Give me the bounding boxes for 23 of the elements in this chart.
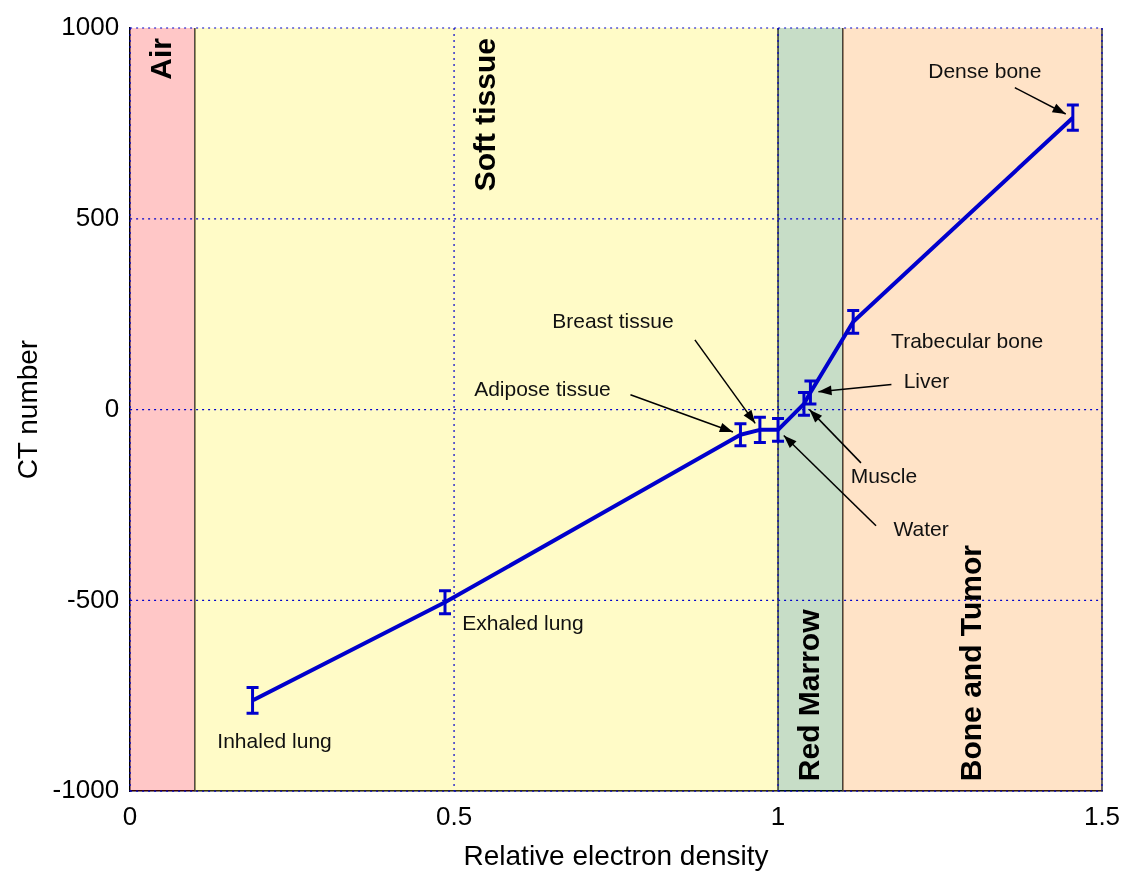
annotation: Breast tissue [552, 308, 674, 332]
annotation: Exhaled lung [462, 611, 584, 635]
y-tick-label: -1000 [52, 774, 120, 805]
y-tick-label: -500 [67, 583, 120, 614]
y-tick-label: 0 [104, 392, 120, 423]
annotation: Adipose tissue [474, 376, 611, 400]
annotation: Muscle [850, 463, 918, 487]
x-tick-label: 1.5 [1083, 800, 1121, 831]
annotation: Dense bone [928, 59, 1042, 83]
y-tick-label: 500 [75, 201, 120, 232]
y-axis-title: CT number [11, 339, 43, 480]
annotation: Liver [903, 369, 950, 393]
band-label: Soft tissue [467, 38, 501, 192]
band-label: Red Marrow [791, 608, 825, 782]
annotation: Trabecular bone [891, 328, 1044, 352]
y-tick-label: 1000 [61, 11, 120, 42]
band-label: Air [143, 37, 177, 80]
band-label: Bone and Tumor [953, 544, 987, 782]
x-axis-title: Relative electron density [463, 839, 769, 871]
annotation: Inhaled lung [217, 729, 332, 753]
annotation: Water [893, 516, 949, 540]
x-tick-label: 1 [770, 800, 786, 831]
x-tick-label: 0.5 [435, 800, 473, 831]
